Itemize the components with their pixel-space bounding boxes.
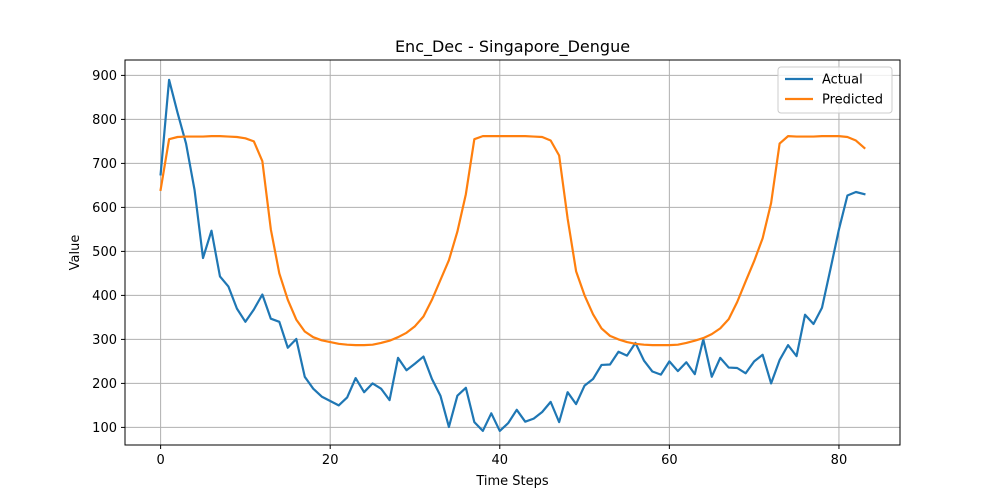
series-line-actual — [159, 78, 866, 433]
y-tick-label: 500 — [92, 245, 117, 260]
y-tick-label: 900 — [92, 69, 117, 84]
chart-title: Enc_Dec - Singapore_Dengue — [395, 37, 630, 57]
x-tick-label: 20 — [322, 453, 339, 468]
series-line-predicted — [159, 135, 866, 347]
y-tick-label: 600 — [92, 201, 117, 216]
y-tick-label: 300 — [92, 333, 117, 348]
legend: Actual Predicted — [777, 66, 893, 114]
legend-label-predicted: Predicted — [822, 93, 883, 108]
plot-frame — [124, 59, 901, 446]
y-tick-label: 800 — [92, 113, 117, 128]
y-tick-label: 100 — [92, 421, 117, 436]
x-tick-label: 60 — [661, 453, 678, 468]
series-layer — [159, 78, 866, 433]
legend-label-actual: Actual — [822, 73, 863, 88]
y-tick-label: 200 — [92, 377, 117, 392]
x-tick-label: 0 — [156, 453, 164, 468]
y-tick-label: 400 — [92, 289, 117, 304]
y-axis-label: Value — [68, 235, 83, 271]
x-axis-ticks: 0 20 40 60 80 — [156, 445, 847, 468]
x-tick-label: 40 — [492, 453, 509, 468]
x-tick-label: 80 — [831, 453, 848, 468]
y-axis-ticks: 100 200 300 400 500 600 700 800 900 — [92, 69, 125, 436]
y-tick-label: 700 — [92, 157, 117, 172]
x-axis-label: Time Steps — [475, 474, 549, 489]
